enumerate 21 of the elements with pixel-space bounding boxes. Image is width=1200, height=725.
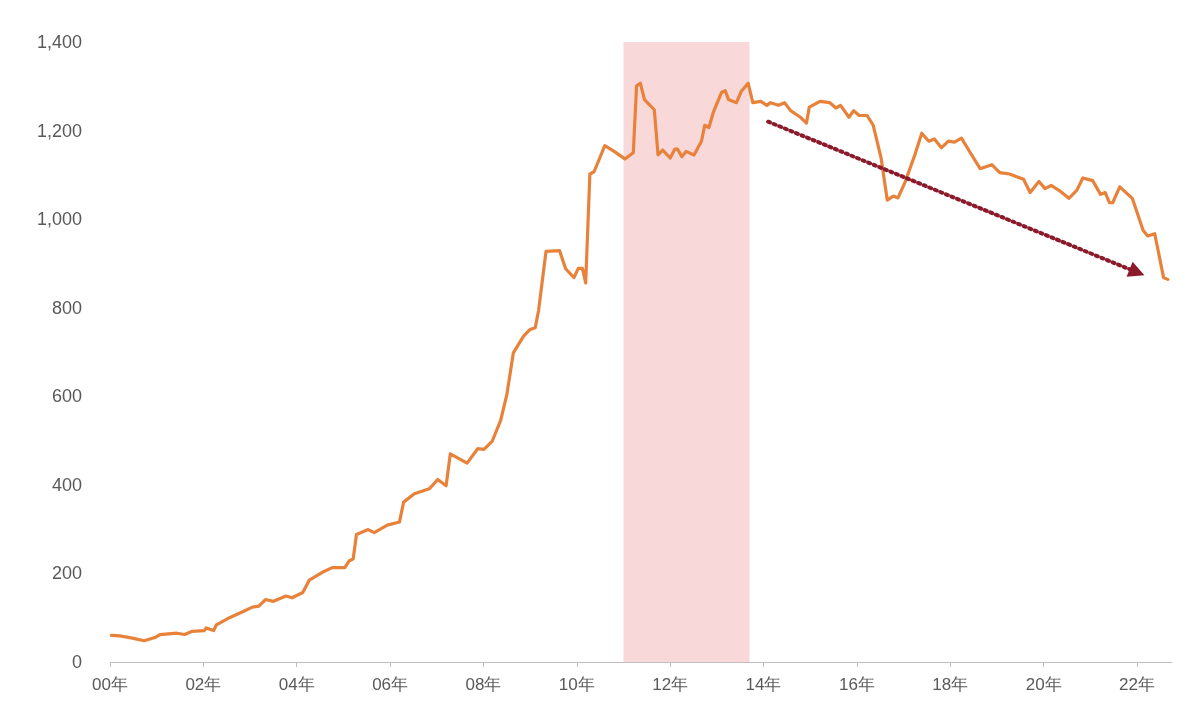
x-tick-label: 20年 xyxy=(1025,675,1062,694)
y-tick-label: 800 xyxy=(51,297,82,318)
line-series xyxy=(109,81,1170,643)
y-tick-label: 600 xyxy=(51,386,82,407)
y-tick-label: 1,000 xyxy=(36,209,82,230)
x-tick-label: 04年 xyxy=(278,675,315,694)
y-tick-label: 0 xyxy=(71,652,82,672)
x-tick-label: 16年 xyxy=(838,675,875,694)
x-tick-label: 14年 xyxy=(745,675,782,694)
x-tick-label: 06年 xyxy=(372,675,409,694)
x-tick-label: 08年 xyxy=(465,675,502,694)
y-tick-label: 200 xyxy=(51,563,82,584)
x-tick-label: 12年 xyxy=(652,675,689,694)
y-tick-label: 400 xyxy=(51,474,82,495)
x-tick-label: 02年 xyxy=(185,675,222,694)
y-tick-label: 1,400 xyxy=(36,32,82,52)
x-tick-label: 10年 xyxy=(558,675,595,694)
x-tick-label: 22年 xyxy=(1119,675,1155,694)
x-tick-label: 00年 xyxy=(92,675,128,694)
x-tick-label: 18年 xyxy=(932,675,969,694)
y-tick-label: 1,200 xyxy=(36,120,82,141)
